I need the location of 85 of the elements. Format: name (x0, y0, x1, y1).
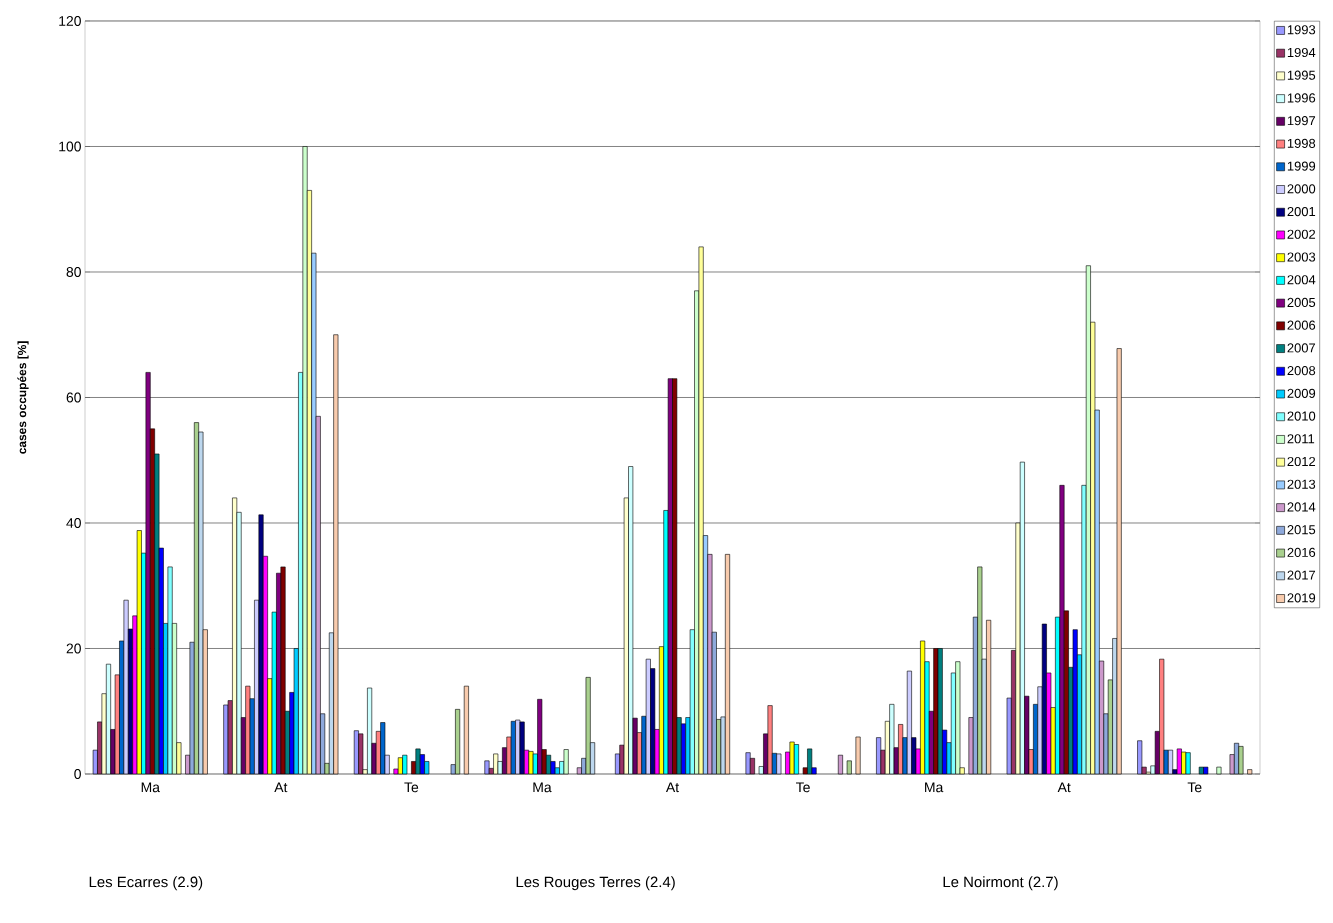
legend-label: 1993 (1287, 25, 1316, 35)
bar (1072, 629, 1078, 775)
bar (846, 760, 852, 775)
x-tick-label: At (274, 782, 288, 793)
bar (855, 736, 861, 775)
bar (767, 705, 773, 775)
x-tick-label: Ma (533, 782, 552, 793)
bar (789, 741, 795, 775)
legend-label: 2007 (1287, 343, 1316, 353)
bar (837, 754, 843, 775)
legend-label: 2010 (1287, 411, 1316, 421)
bar (123, 599, 129, 775)
bar (1137, 740, 1143, 775)
legend-label: 2001 (1287, 206, 1316, 217)
bar (1185, 752, 1191, 775)
legend-label: 2017 (1287, 570, 1316, 580)
bar (402, 754, 408, 775)
bar (776, 753, 782, 775)
bar (937, 648, 943, 775)
bar (415, 748, 421, 775)
y-tick-label: 0 (74, 769, 81, 779)
x-tick-label: Te (1187, 782, 1202, 793)
legend-label: 1995 (1287, 70, 1316, 80)
legend-label: 2019 (1287, 593, 1316, 603)
bar (302, 146, 308, 775)
legend-label: 1998 (1287, 138, 1316, 148)
y-tick-label: 120 (59, 16, 81, 26)
x-tick-label: At (1057, 782, 1071, 793)
legend-label: 2008 (1287, 366, 1316, 376)
bar (380, 722, 386, 775)
bar (977, 566, 983, 775)
bar (484, 760, 490, 775)
bar (463, 685, 469, 775)
legend-label: 2000 (1287, 184, 1316, 194)
bar (889, 704, 895, 775)
bar (955, 661, 961, 775)
x-tick-label: At (665, 782, 679, 793)
legend-label: 2016 (1287, 547, 1316, 557)
bar (745, 752, 751, 775)
y-axis-title: cases occupées [%] (17, 341, 29, 454)
legend-label: 2004 (1287, 275, 1316, 285)
y-tick-label: 60 (66, 392, 81, 403)
legend-label: 2002 (1287, 229, 1316, 239)
x-tick-label: Te (796, 782, 810, 793)
legend-label: 2011 (1287, 434, 1315, 444)
bar (280, 566, 286, 775)
legend-label: 1996 (1287, 93, 1316, 103)
legend-label: 2009 (1287, 388, 1316, 398)
legend-label: 2006 (1287, 320, 1316, 330)
y-tick-label: 80 (66, 267, 81, 277)
bar (105, 663, 111, 775)
x-tick-label: Ma (141, 782, 160, 793)
y-tick-label: 40 (66, 518, 81, 528)
bar (1216, 766, 1222, 775)
y-tick-label: 100 (59, 141, 81, 152)
legend-label: 1997 (1287, 116, 1316, 126)
bar (258, 514, 264, 775)
bar (793, 744, 799, 775)
bar (1247, 769, 1253, 775)
bar (1238, 746, 1244, 775)
y-tick-label: 20 (66, 643, 81, 654)
bar (145, 372, 151, 775)
legend-label: 2015 (1287, 525, 1316, 535)
text: Le Noirmont (2.7) (943, 876, 1058, 891)
bar (1059, 485, 1065, 775)
bar (519, 721, 525, 775)
legend-label: 2014 (1287, 502, 1316, 512)
legend-label: 2005 (1287, 297, 1316, 308)
legend-label: 1994 (1287, 47, 1316, 58)
bar (698, 246, 704, 775)
legend-label: 2013 (1287, 479, 1316, 489)
text: Les Ecarres (2.9) (89, 876, 203, 891)
legend-label: 2003 (1287, 252, 1316, 262)
legend-label: 2012 (1287, 456, 1316, 467)
bar (585, 677, 591, 775)
bar (136, 530, 142, 775)
bar (563, 749, 569, 775)
x-tick-label: Te (404, 782, 419, 793)
bar (167, 566, 173, 775)
legend-label: 1999 (1287, 161, 1316, 171)
text: Les Rouges Terres (2.4) (516, 876, 675, 891)
x-tick-label: Ma (925, 782, 944, 793)
bar (358, 733, 364, 775)
bar (1116, 348, 1122, 775)
bar (333, 334, 339, 775)
